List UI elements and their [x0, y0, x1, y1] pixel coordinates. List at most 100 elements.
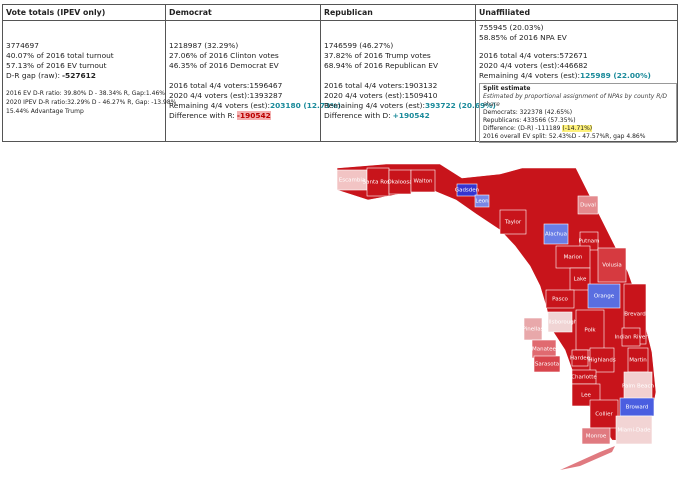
- county-label: Broward: [626, 405, 649, 411]
- county: [499, 209, 527, 235]
- text: 40.07% of 2016 total turnout: [6, 51, 114, 60]
- text: -190542: [236, 111, 271, 120]
- text: D-R gap (raw):: [6, 71, 60, 80]
- county: [545, 289, 575, 309]
- text: 2020 4/4 voters (est):446682: [479, 61, 588, 70]
- county-label: Collier: [595, 412, 613, 418]
- split-box: Split estimate Estimated by proportional…: [479, 83, 677, 143]
- county: [597, 247, 627, 283]
- county-label: Hillsborough: [543, 320, 578, 326]
- county-label: Leon: [475, 199, 489, 205]
- county: [575, 309, 605, 351]
- header: Vote totals (IPEV only): [3, 5, 165, 21]
- county-label: Santa Rosa: [363, 180, 394, 186]
- text: 27.06% of 2016 Clinton votes: [169, 51, 279, 60]
- header: Republican: [321, 5, 475, 21]
- text: 2016 EV D-R ratio: 39.80% D - 38.34% R, …: [6, 90, 165, 97]
- text: Difference with R:: [169, 111, 235, 120]
- county: [547, 311, 573, 333]
- column: Vote totals (IPEV only) 3774697 40.07% o…: [3, 5, 177, 141]
- text: 2016 overall EV split: 52.43%D - 47.57%R…: [483, 133, 646, 140]
- column: Unaffiliated 755945 (20.03%) 58.85% of 2…: [476, 5, 677, 143]
- text: (-14.71%): [562, 125, 593, 132]
- county-label: Pasco: [552, 297, 568, 303]
- county: [474, 194, 490, 208]
- county-label: Manatee: [532, 347, 557, 353]
- county-label: Duval: [580, 203, 596, 209]
- keys: [560, 446, 615, 470]
- text: 1218987 (32.29%): [169, 41, 239, 50]
- text: 2020 4/4 voters (est):1393287: [169, 91, 283, 100]
- text: 2016 total 4/4 voters:1903132: [324, 81, 438, 90]
- text: 2016 total 4/4 voters:1596467: [169, 81, 283, 90]
- header: Unaffiliated: [476, 5, 677, 21]
- text: +190542: [392, 111, 430, 120]
- county: [589, 399, 619, 429]
- county: [410, 169, 436, 193]
- text: Difference: (D-R) -111189: [483, 125, 561, 132]
- text: 1746599 (46.27%): [324, 41, 394, 50]
- county: [577, 195, 599, 215]
- county-label: Okaloosa: [387, 180, 412, 186]
- county-label: Brevard: [624, 312, 646, 318]
- text: Split estimate: [483, 85, 531, 92]
- county: [533, 355, 561, 373]
- county: [615, 415, 653, 445]
- text: 203180 (12.73%): [269, 101, 341, 110]
- county-label: Lake: [574, 277, 587, 283]
- county: [571, 349, 589, 367]
- county: [621, 327, 641, 347]
- county-label: Taylor: [504, 220, 522, 226]
- county: [587, 283, 621, 309]
- county-label: Walton: [414, 179, 434, 185]
- county-label: Gadsden: [455, 188, 480, 194]
- county-label: Polk: [584, 328, 596, 334]
- text: -527612: [61, 71, 96, 80]
- text: Democrats: 322378 (42.65%): [483, 109, 573, 116]
- county: [589, 347, 615, 373]
- text: 37.82% of 2016 Trump votes: [324, 51, 431, 60]
- text: 2020 IPEV D-R ratio:32.29% D - 46.27% R,…: [6, 99, 177, 106]
- text: Remaining 4/4 voters (est):: [324, 101, 425, 110]
- column: Democrat 1218987 (32.29%) 27.06% of 2016…: [166, 5, 341, 141]
- text: 58.85% of 2016 NPA EV: [479, 33, 567, 42]
- text: 2020 4/4 voters (est):1509410: [324, 91, 438, 100]
- text: 755945 (20.03%): [479, 23, 544, 32]
- text: 46.35% of 2016 Democrat EV: [169, 61, 279, 70]
- county-label: Hardee: [570, 356, 591, 362]
- county: [623, 371, 653, 401]
- text: 125989 (22.00%): [579, 71, 651, 80]
- county-label: Putnam: [578, 239, 599, 245]
- county: [569, 267, 591, 291]
- county-label: Pinellas: [523, 327, 544, 333]
- county-label: Lee: [581, 393, 591, 399]
- text: Difference with D:: [324, 111, 391, 120]
- county-label: Marion: [564, 255, 583, 261]
- vote-table: Vote totals (IPEV only) 3774697 40.07% o…: [2, 4, 678, 143]
- county: [581, 427, 611, 445]
- text: Republicans: 433566 (57.35%): [483, 117, 576, 124]
- county-label: Indian River: [615, 335, 649, 341]
- county-label: Charlotte: [571, 375, 597, 381]
- county-label: Martin: [629, 358, 647, 364]
- county-label: Volusia: [602, 263, 621, 269]
- text: 393722 (20.69%): [424, 101, 496, 110]
- column: Republican 1746599 (46.27%) 37.82% of 20…: [321, 5, 496, 141]
- county-label: Alachua: [545, 232, 567, 238]
- text: 15.44% Advantage Trump: [6, 108, 84, 115]
- county-label: Sarasota: [535, 362, 559, 368]
- text: Estimated by proportional assignment of …: [483, 93, 668, 108]
- text: 68.94% of 2016 Republican EV: [324, 61, 439, 70]
- text: Remaining 4/4 voters (est):: [169, 101, 270, 110]
- county-label: Orange: [594, 294, 615, 300]
- county-label: Highlands: [588, 358, 616, 364]
- header: Democrat: [166, 5, 320, 21]
- county-label: Palm Beach: [622, 384, 655, 390]
- text: 2016 total 4/4 voters:572671: [479, 51, 588, 60]
- county-label: Monroe: [586, 434, 607, 440]
- text: Remaining 4/4 voters (est):: [479, 71, 580, 80]
- county-label: Miami-Dade: [618, 428, 652, 434]
- county: [456, 183, 478, 197]
